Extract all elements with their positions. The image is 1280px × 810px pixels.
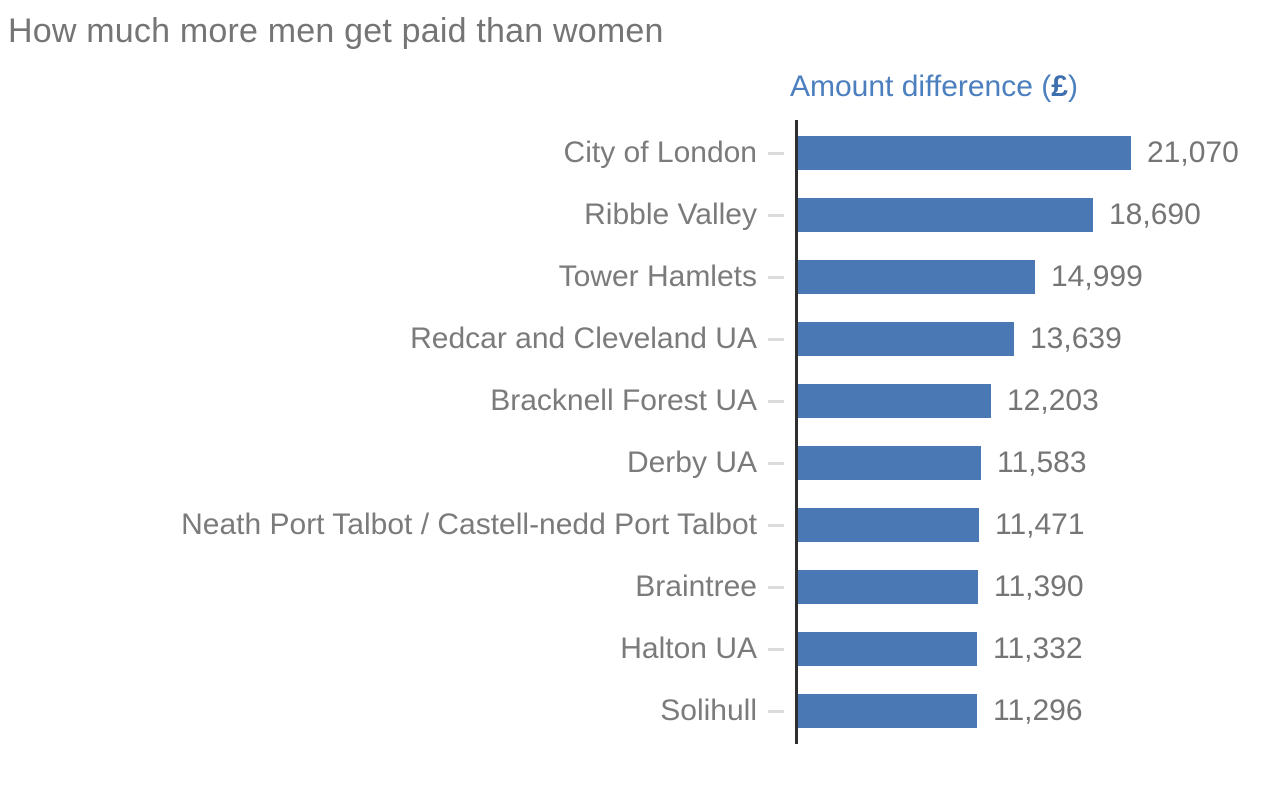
chart-row: Ribble Valley 18,690 [0,184,1280,246]
tick-mark [768,399,784,403]
category-label: Solihull [660,694,757,727]
bar [798,694,977,728]
tick-zone [757,523,795,527]
category-label: Redcar and Cleveland UA [410,322,757,355]
tick-zone [757,399,795,403]
bar [798,260,1035,294]
bar [798,136,1131,170]
chart-row: Derby UA 11,583 [0,432,1280,494]
value-label: 13,639 [1030,322,1122,355]
bar-wrap: 12,203 [795,384,1099,418]
value-label: 14,999 [1051,260,1143,293]
bar [798,446,981,480]
value-label: 11,296 [993,694,1083,727]
bar [798,632,977,666]
bar-wrap: 11,583 [795,446,1087,480]
bar [798,508,979,542]
axis-title-suffix: ) [1067,70,1078,103]
bar-wrap: 18,690 [795,198,1201,232]
category-label: Derby UA [626,446,757,479]
chart-row: Bracknell Forest UA 12,203 [0,370,1280,432]
chart-row: Tower Hamlets 14,999 [0,246,1280,308]
bar-wrap: 11,332 [795,632,1083,666]
bar-wrap: 11,296 [795,694,1083,728]
value-label: 11,583 [997,446,1087,479]
value-label: 18,690 [1109,198,1201,231]
chart-row: Halton UA 11,332 [0,618,1280,680]
plot-area: City of London 21,070 Ribble Valley 18,6… [0,122,1280,742]
bar-wrap: 11,390 [795,570,1084,604]
tick-zone [757,151,795,155]
tick-mark [768,709,784,713]
category-label: Neath Port Talbot / Castell-nedd Port Ta… [181,508,757,541]
tick-mark [768,585,784,589]
bar [798,384,991,418]
tick-zone [757,647,795,651]
tick-zone [757,461,795,465]
tick-zone [757,337,795,341]
y-axis-line [795,120,798,744]
category-label: Bracknell Forest UA [490,384,757,417]
value-label: 12,203 [1007,384,1099,417]
bar [798,198,1093,232]
category-label: Tower Hamlets [558,260,757,293]
category-label: Ribble Valley [584,198,757,231]
axis-title: Amount difference (£) [790,70,1078,104]
tick-mark [768,337,784,341]
tick-mark [768,523,784,527]
bar [798,322,1014,356]
pound-symbol: £ [1051,70,1068,103]
chart-row: Redcar and Cleveland UA 13,639 [0,308,1280,370]
chart-row: Solihull 11,296 [0,680,1280,742]
value-label: 11,390 [994,570,1084,603]
tick-mark [768,461,784,465]
value-label: 21,070 [1147,136,1239,169]
tick-mark [768,213,784,217]
category-label: City of London [563,136,757,169]
tick-mark [768,151,784,155]
tick-zone [757,275,795,279]
chart-row: City of London 21,070 [0,122,1280,184]
tick-zone [757,585,795,589]
tick-zone [757,709,795,713]
value-label: 11,471 [995,508,1085,541]
category-label: Halton UA [620,632,757,665]
chart-row: Braintree 11,390 [0,556,1280,618]
chart-title: How much more men get paid than women [8,12,664,50]
bar-wrap: 13,639 [795,322,1122,356]
chart-row: Neath Port Talbot / Castell-nedd Port Ta… [0,494,1280,556]
value-label: 11,332 [993,632,1083,665]
bar-wrap: 14,999 [795,260,1143,294]
tick-mark [768,275,784,279]
bar-wrap: 21,070 [795,136,1239,170]
bar [798,570,978,604]
bar-wrap: 11,471 [795,508,1085,542]
category-label: Braintree [635,570,757,603]
axis-title-prefix: Amount difference ( [790,70,1052,103]
tick-zone [757,213,795,217]
tick-mark [768,647,784,651]
